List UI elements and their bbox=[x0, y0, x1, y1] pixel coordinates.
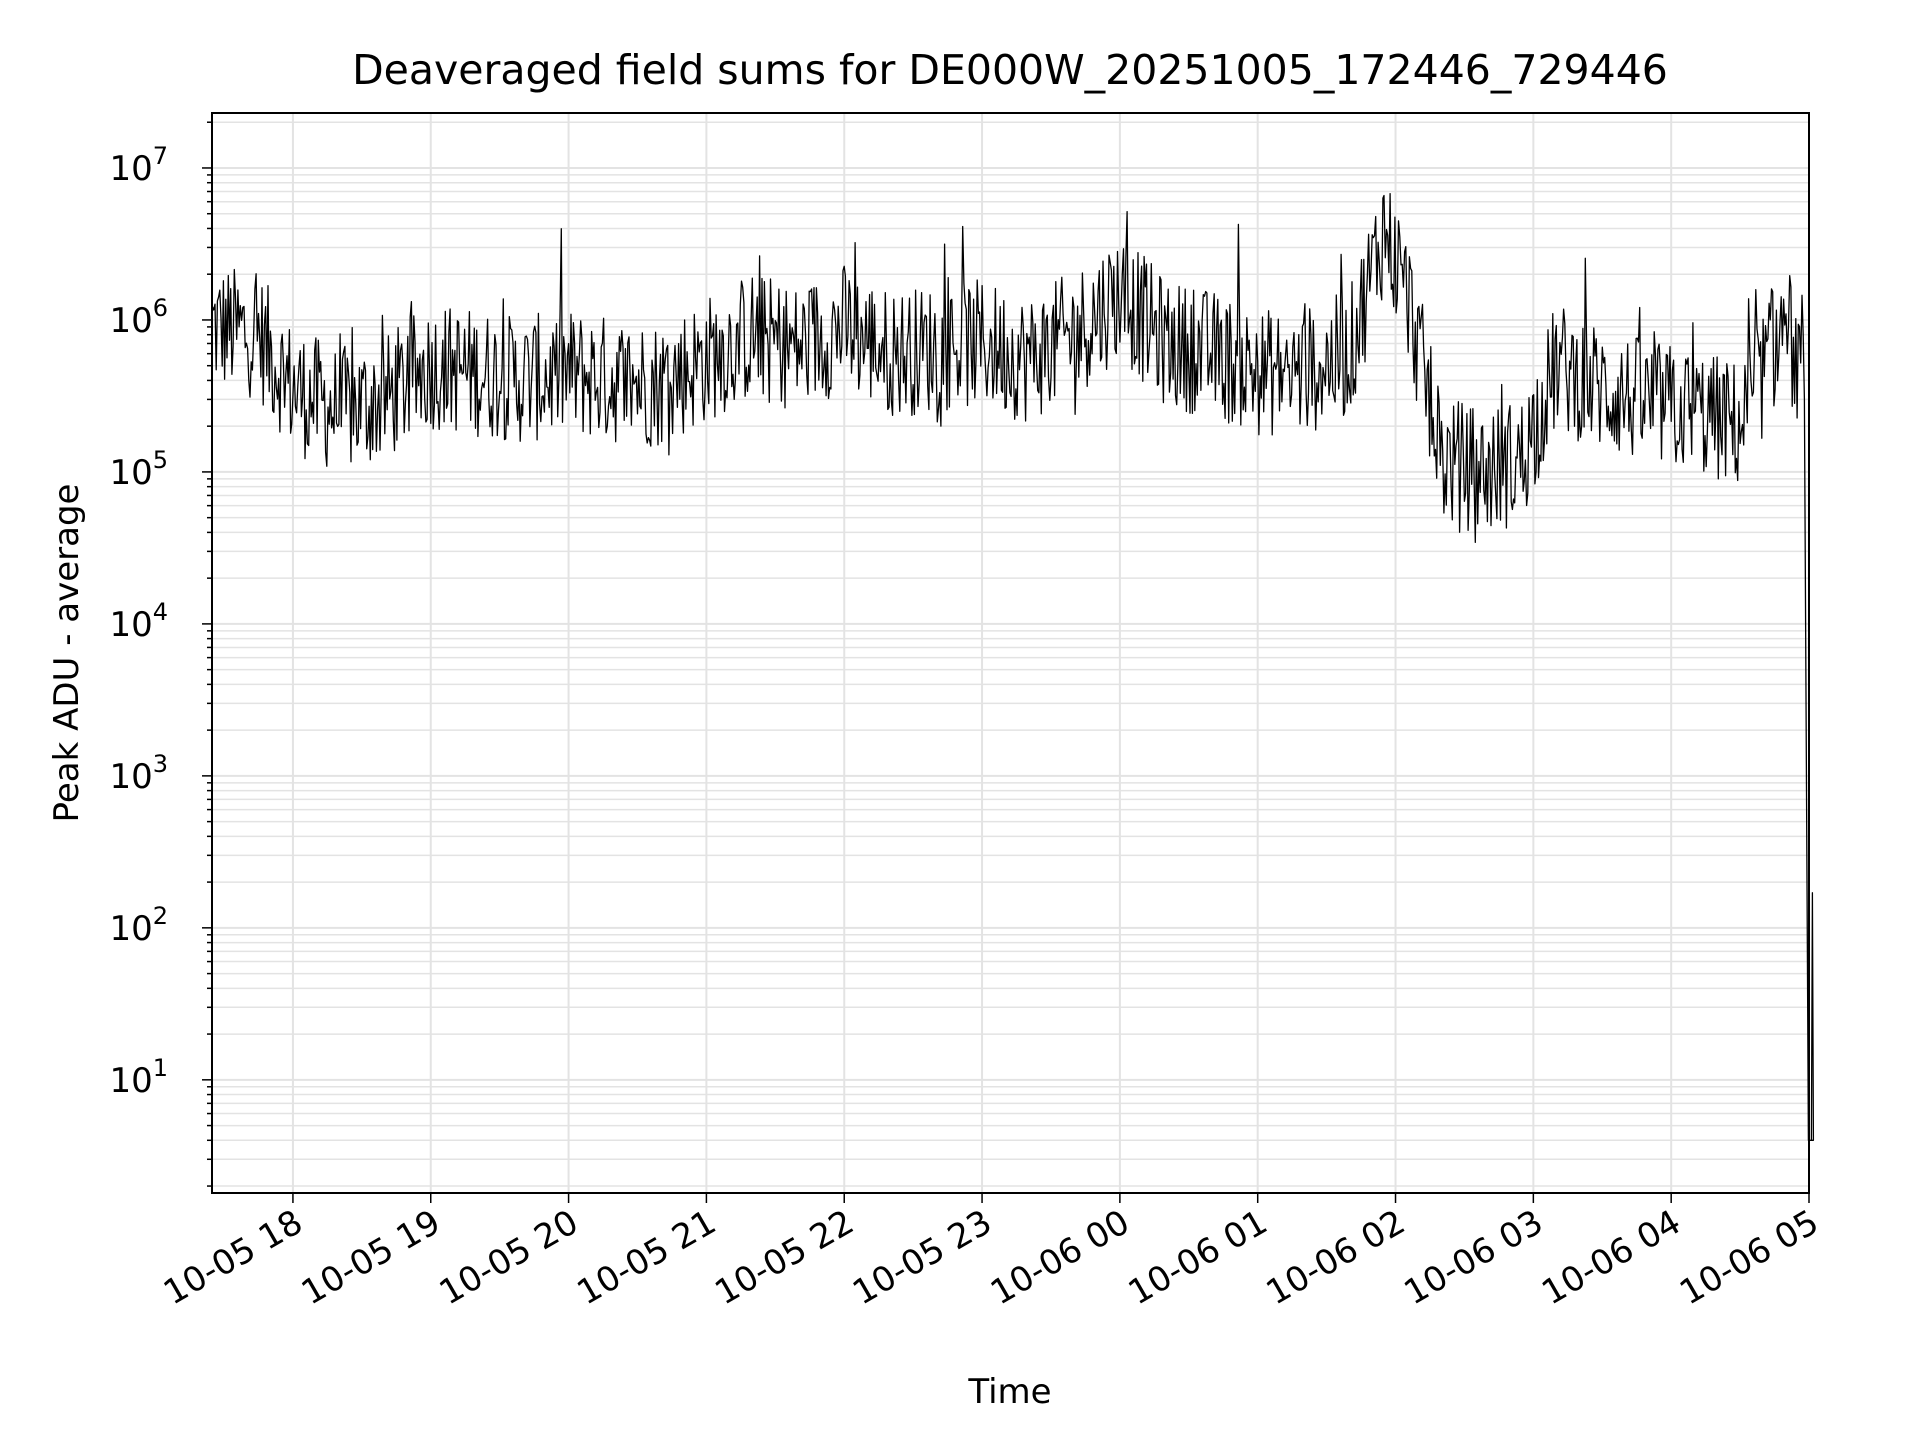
y-tick-label: 105 bbox=[109, 446, 168, 493]
y-tick-label: 107 bbox=[109, 142, 168, 189]
y-tick-label: 104 bbox=[109, 598, 168, 645]
y-tick-label: 102 bbox=[109, 902, 168, 949]
x-axis-title: Time bbox=[967, 1372, 1051, 1412]
y-tick-label: 106 bbox=[109, 294, 168, 341]
chart-title: Deaveraged field sums for DE000W_2025100… bbox=[352, 46, 1668, 94]
plot-frame bbox=[211, 112, 1810, 1194]
y-tick-label: 103 bbox=[109, 750, 168, 797]
series-line bbox=[211, 192, 1815, 1141]
data-series bbox=[211, 192, 1815, 1141]
y-tick-label: 101 bbox=[109, 1054, 168, 1101]
grid-lines bbox=[212, 113, 1810, 1193]
y-axis-title: Peak ADU - average bbox=[47, 484, 87, 823]
y-axis: 101 102 103 104 105 106 107 bbox=[109, 121, 212, 1187]
